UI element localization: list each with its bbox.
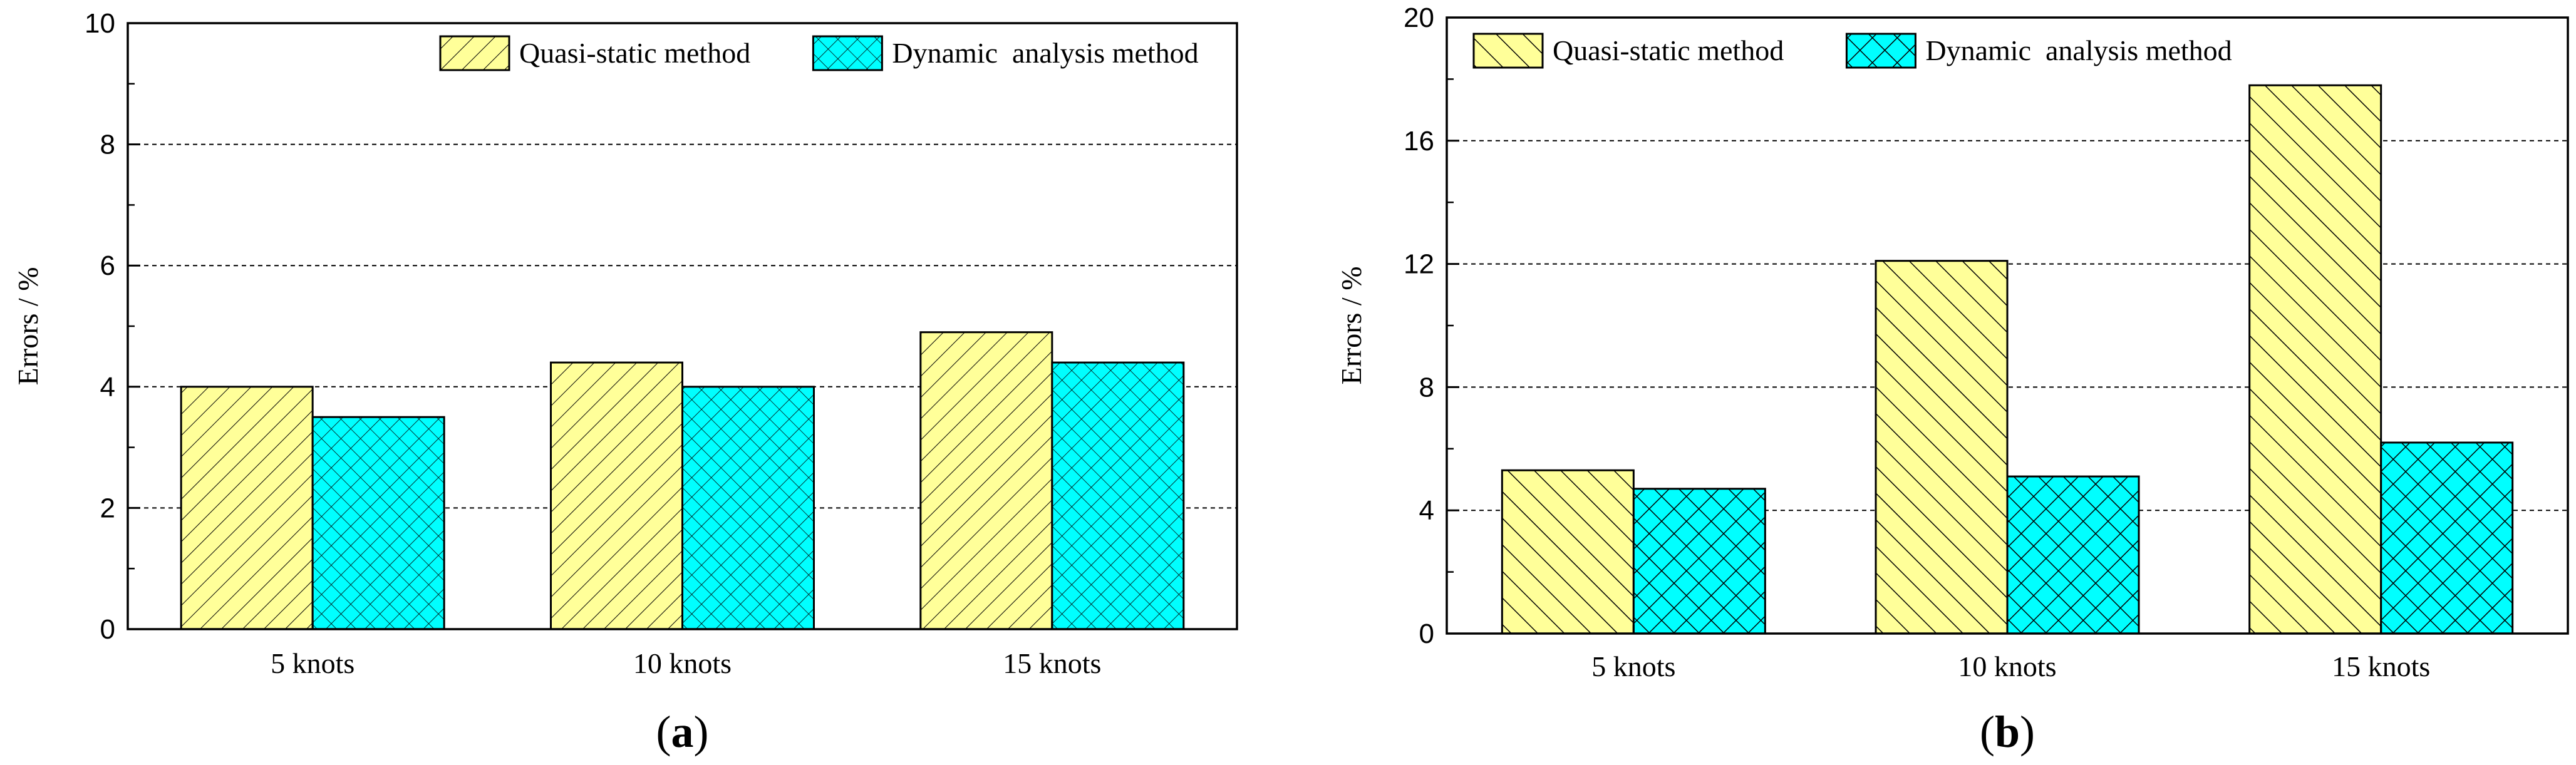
y-tick-label: 8 bbox=[1419, 372, 1434, 403]
x-tick-label: 10 knots bbox=[633, 647, 732, 679]
bar-quasi-static-15-knots bbox=[919, 331, 1053, 630]
legend-swatch-dynamic bbox=[812, 35, 883, 71]
legend-swatch-dynamic bbox=[1845, 33, 1916, 69]
y-tick-label: 20 bbox=[1404, 3, 1434, 33]
panel-label: (b) bbox=[1980, 707, 2035, 757]
legend-label-dynamic: Dynamic analysis method bbox=[1925, 34, 2232, 66]
bar-dynamic-10-knots bbox=[681, 386, 815, 630]
y-tick-label: 2 bbox=[100, 493, 115, 523]
y-tick-label: 4 bbox=[100, 372, 115, 403]
bar-dynamic-15-knots bbox=[2380, 441, 2514, 635]
legend-swatch-quasi-static bbox=[439, 35, 510, 71]
y-tick-label: 16 bbox=[1404, 126, 1434, 157]
y-axis-title: Errors / % bbox=[1335, 266, 1367, 384]
chart-panel-b: 5 knots 10 knots 15 knots 0 4 8 12 16 20 Errors /… bbox=[1335, 3, 2569, 757]
x-tick-label: 15 knots bbox=[2332, 650, 2430, 682]
y-axis-title: Errors / % bbox=[12, 267, 44, 385]
bar-dynamic-5-knots bbox=[311, 416, 445, 630]
bar-quasi-static-5-knots bbox=[1501, 469, 1635, 635]
legend-label-dynamic: Dynamic analysis method bbox=[892, 37, 1198, 69]
y-tick-label: 12 bbox=[1404, 249, 1434, 280]
x-tick-label: 5 knots bbox=[271, 647, 354, 679]
x-tick-label: 10 knots bbox=[1958, 650, 2056, 682]
y-tick-label: 4 bbox=[1419, 495, 1434, 526]
bar-dynamic-15-knots bbox=[1051, 361, 1185, 630]
legend-label-quasi-static: Quasi-static method bbox=[519, 37, 750, 69]
legend-label-quasi-static: Quasi-static method bbox=[1553, 34, 1784, 66]
panel-label: (a) bbox=[656, 707, 709, 757]
y-tick-label: 8 bbox=[100, 130, 115, 160]
y-tick-label: 10 bbox=[85, 8, 115, 39]
bar-quasi-static-10-knots bbox=[1875, 260, 2009, 635]
bar-quasi-static-5-knots bbox=[180, 386, 314, 630]
bar-dynamic-5-knots bbox=[1632, 488, 1766, 635]
bar-quasi-static-10-knots bbox=[550, 361, 683, 630]
y-tick-label: 0 bbox=[100, 614, 115, 645]
bar-quasi-static-15-knots bbox=[2248, 84, 2382, 635]
bar-dynamic-10-knots bbox=[2006, 475, 2140, 635]
x-tick-label: 15 knots bbox=[1003, 647, 1101, 679]
legend-swatch-quasi-static bbox=[1472, 33, 1544, 69]
y-tick-label: 6 bbox=[100, 250, 115, 281]
x-tick-label: 5 knots bbox=[1591, 650, 1675, 682]
y-tick-label: 0 bbox=[1419, 619, 1434, 649]
chart-panel-a: 5 knots 10 knots 15 knots 0 2 4 6 8 10 Errors / %… bbox=[12, 8, 1238, 757]
